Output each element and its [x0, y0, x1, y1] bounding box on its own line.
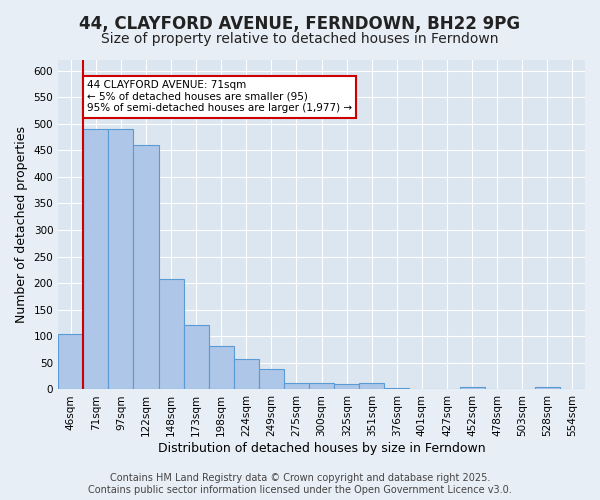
Bar [284, 382, 309, 390]
Bar [83, 129, 109, 390]
Bar [109, 129, 133, 390]
Y-axis label: Number of detached properties: Number of detached properties [15, 126, 28, 323]
Bar [359, 383, 385, 390]
Bar [234, 359, 259, 390]
Text: Size of property relative to detached houses in Ferndown: Size of property relative to detached ho… [101, 32, 499, 46]
Bar [184, 324, 209, 390]
Bar [535, 387, 560, 390]
Bar [58, 334, 83, 390]
Text: Contains HM Land Registry data © Crown copyright and database right 2025.
Contai: Contains HM Land Registry data © Crown c… [88, 474, 512, 495]
Bar [259, 370, 284, 390]
X-axis label: Distribution of detached houses by size in Ferndown: Distribution of detached houses by size … [158, 442, 485, 455]
Bar [209, 346, 234, 390]
Bar [460, 387, 485, 390]
Text: 44, CLAYFORD AVENUE, FERNDOWN, BH22 9PG: 44, CLAYFORD AVENUE, FERNDOWN, BH22 9PG [79, 15, 521, 33]
Text: 44 CLAYFORD AVENUE: 71sqm
← 5% of detached houses are smaller (95)
95% of semi-d: 44 CLAYFORD AVENUE: 71sqm ← 5% of detach… [87, 80, 352, 114]
Bar [334, 384, 359, 390]
Bar [158, 280, 184, 390]
Bar [385, 388, 409, 390]
Bar [133, 145, 158, 390]
Bar [309, 382, 334, 390]
